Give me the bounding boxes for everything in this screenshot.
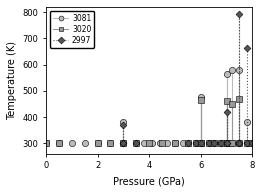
X-axis label: Pressure (GPa): Pressure (GPa) [113,176,185,186]
Legend: 3081, 3020, 2997: 3081, 3020, 2997 [50,11,94,48]
Y-axis label: Temperature (K): Temperature (K) [7,41,17,120]
